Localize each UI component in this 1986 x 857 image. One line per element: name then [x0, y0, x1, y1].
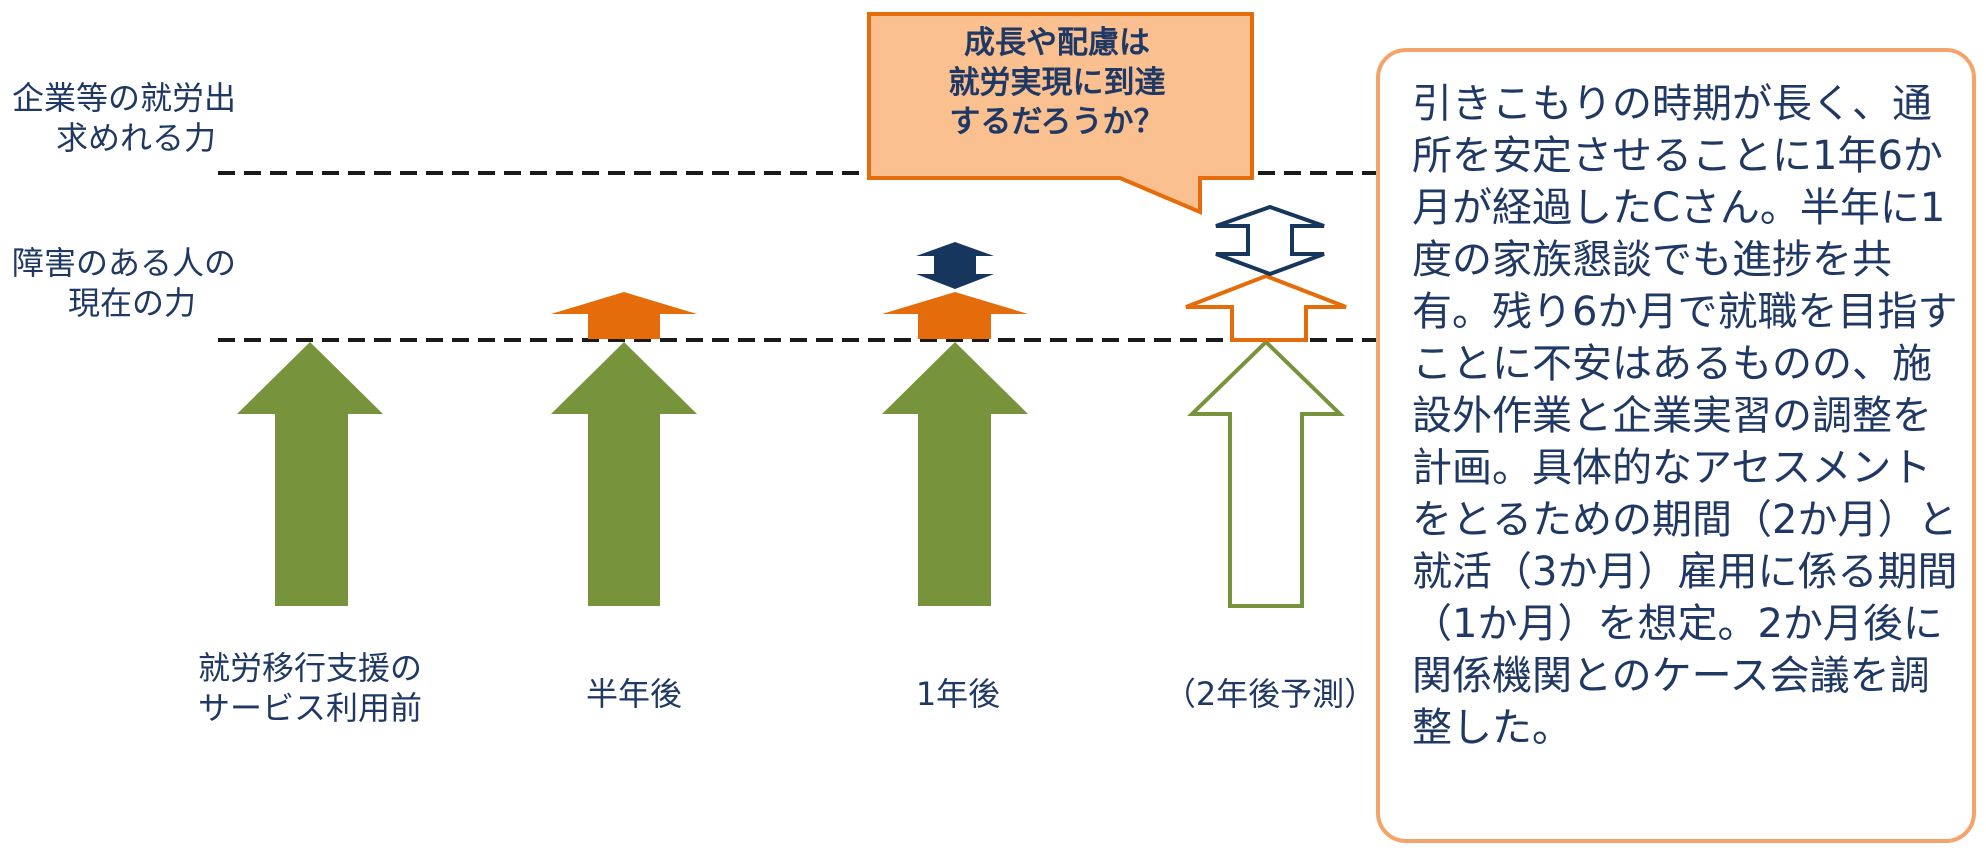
callout-text-line-3: するだろうか？ [949, 104, 1165, 141]
stage3-growth-arrow [882, 292, 1028, 339]
stage1-label: 就労移行支援の サービス利用前 [198, 648, 422, 728]
current-ability-label-line-1: 障害のある人の [12, 244, 237, 282]
callout-bubble [867, 12, 1254, 216]
stage1-current-ability-arrow [237, 342, 383, 606]
stage4-accommodation-double-arrow [1215, 204, 1325, 277]
required-ability-label-line-1: 企業等の就労出 [12, 79, 237, 117]
case-note-box: 引きこもりの時期が長く、通所を安定させることに1年6か月が経過したCさん。半年に… [1376, 48, 1976, 843]
stage3-current-ability-arrow [882, 342, 1028, 606]
stage2-current-ability-arrow [551, 342, 697, 606]
current-ability-label-line-2: 現在の力 [68, 284, 197, 322]
callout-text-line-2: 就労実現に到達 [948, 64, 1166, 101]
callout-text-line-1: 成長や配慮は [964, 25, 1150, 61]
required-ability-label-line-2: 求めれる力 [56, 119, 217, 157]
stage1-label-line-1: 就労移行支援の [197, 649, 423, 687]
stage2-label: 半年後 [585, 675, 683, 713]
stage4-current-ability-arrow [1187, 339, 1345, 608]
stage3-accommodation-double-arrow [916, 242, 994, 289]
callout-text: 成長や配慮は 就労実現に到達 するだろうか？ [876, 24, 1238, 143]
required-ability-label: 企業等の就労出 求めれる力 [12, 78, 236, 158]
stage1-label-line-2: サービス利用前 [197, 689, 423, 727]
stage3-label: 1年後 [915, 675, 1001, 713]
current-ability-label: 障害のある人の 現在の力 [12, 243, 236, 323]
stage4-label: （2年後予測） [1163, 675, 1377, 713]
case-note-text: 引きこもりの時期が長く、通所を安定させることに1年6か月が経過したCさん。半年に… [1412, 81, 1958, 751]
stage4-growth-arrow [1185, 273, 1347, 342]
stage2-growth-arrow [551, 292, 697, 339]
